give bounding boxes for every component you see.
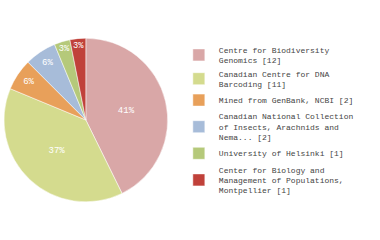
- svg-text:Mined from GenBank, NCBI [2]: Mined from GenBank, NCBI [2]: [219, 96, 353, 105]
- svg-text:Center for Biology andManageme: Center for Biology andManagement of Popu…: [219, 166, 344, 196]
- svg-text:Canadian Centre for DNABarcodi: Canadian Centre for DNABarcoding [11]: [219, 70, 330, 89]
- svg-text:University of Helsinki [1]: University of Helsinki [1]: [219, 149, 344, 158]
- svg-text:3%: 3%: [59, 44, 70, 54]
- svg-text:3%: 3%: [73, 41, 84, 51]
- svg-text:6%: 6%: [42, 58, 53, 68]
- svg-text:37%: 37%: [49, 146, 66, 156]
- svg-text:Canadian National Collectionof: Canadian National Collectionof Insects, …: [219, 112, 354, 142]
- svg-text:Centre for BiodiversityGenomic: Centre for BiodiversityGenomics [12]: [219, 46, 330, 65]
- svg-text:41%: 41%: [118, 106, 135, 116]
- svg-text:6%: 6%: [23, 77, 34, 87]
